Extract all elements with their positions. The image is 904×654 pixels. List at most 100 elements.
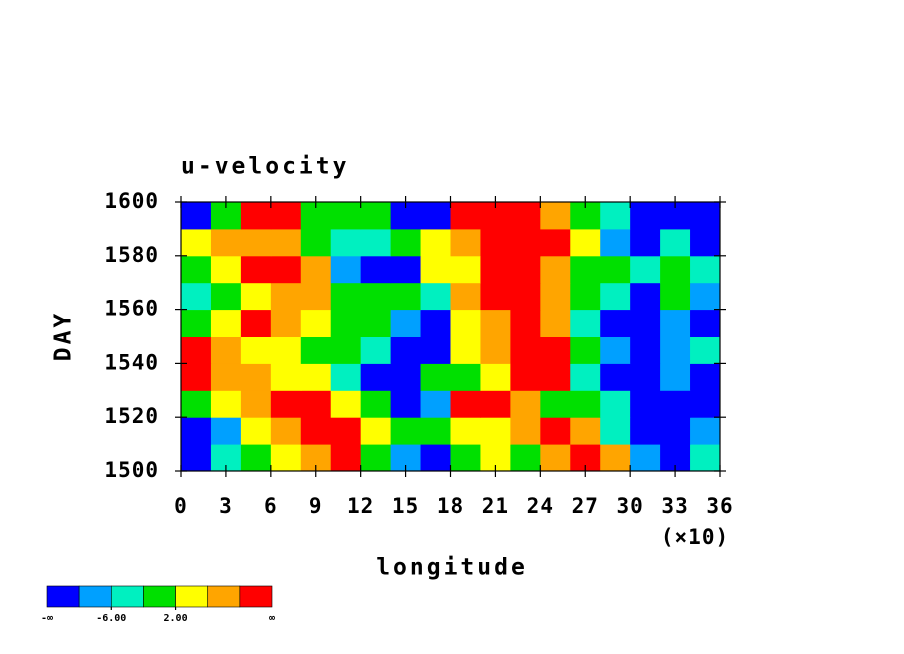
heatmap-cell (540, 390, 571, 418)
heatmap-cell (210, 282, 242, 311)
heatmap-cell (360, 417, 392, 445)
y-axis-label: DAY (51, 311, 77, 362)
heatmap-cell (300, 336, 332, 364)
y-tick-label: 1600 (104, 189, 159, 213)
heatmap-cell (360, 336, 392, 364)
heatmap-cell (600, 309, 631, 337)
heatmap-cell (600, 390, 631, 418)
x-tick-label: 33 (661, 494, 688, 518)
heatmap-cell (360, 282, 392, 311)
heatmap-cell (690, 390, 721, 418)
heatmap-cell (270, 363, 302, 391)
heatmap-cell (690, 202, 721, 230)
heatmap-cell (360, 390, 392, 418)
heatmap-cell (390, 336, 422, 364)
y-tick-label: 1560 (104, 297, 159, 321)
heatmap-cell (510, 363, 541, 391)
heatmap-cell (240, 444, 272, 472)
heatmap-cell (660, 390, 691, 418)
heatmap-cell (300, 228, 332, 257)
y-tick-label: 1580 (104, 243, 159, 267)
heatmap-cell (510, 417, 541, 445)
heatmap-cell (540, 363, 571, 391)
colorbar-swatch (143, 585, 176, 608)
x-tick-label: 18 (437, 494, 464, 518)
heatmap-cell (600, 336, 631, 364)
heatmap-cell (450, 255, 481, 284)
heatmap-cell (300, 255, 332, 284)
heatmap-cell (330, 202, 362, 230)
heatmap-cell (300, 309, 332, 337)
heatmap-cell (360, 363, 392, 391)
heatmap-cell (240, 309, 272, 337)
y-tick-label: 1500 (104, 458, 159, 482)
heatmap-cell (510, 336, 541, 364)
heatmap-cell (420, 309, 451, 337)
heatmap-cell (570, 228, 601, 257)
heatmap-cell (181, 336, 212, 364)
heatmap-cell (630, 444, 661, 472)
heatmap-cell (420, 444, 451, 472)
heatmap-cell (240, 336, 272, 364)
heatmap-cell (690, 417, 721, 445)
x-tick-label: 15 (392, 494, 419, 518)
heatmap-cell (690, 255, 721, 284)
heatmap-cell (480, 255, 511, 284)
heatmap-cell (420, 390, 451, 418)
heatmap-cell (690, 309, 721, 337)
heatmap-cell (630, 417, 661, 445)
colorbar-swatch (175, 585, 209, 608)
heatmap-cell (210, 228, 242, 257)
x-tick-label: 9 (309, 494, 323, 518)
heatmap-cell (420, 336, 451, 364)
heatmap-cell (600, 228, 631, 257)
heatmap-cell (690, 363, 721, 391)
heatmap-cell (690, 282, 721, 311)
heatmap-cell (600, 255, 631, 284)
heatmap-cell (210, 309, 242, 337)
colorbar-swatch (207, 585, 241, 608)
heatmap-cell (630, 255, 661, 284)
heatmap-cell (570, 282, 601, 311)
heatmap-cell (600, 363, 631, 391)
x-tick-label: 3 (219, 494, 233, 518)
heatmap-cell (420, 202, 451, 230)
heatmap-cell (240, 390, 272, 418)
heatmap-cell (690, 228, 721, 257)
heatmap-cell (600, 444, 631, 472)
heatmap-cell (630, 228, 661, 257)
heatmap-cell (450, 282, 481, 311)
heatmap-cell (330, 390, 362, 418)
heatmap-cell (540, 255, 571, 284)
heatmap-cell (360, 228, 392, 257)
heatmap-cell (270, 390, 302, 418)
heatmap-cell (450, 228, 481, 257)
heatmap-cell (240, 282, 272, 311)
heatmap-cell (181, 417, 212, 445)
heatmap-cell (660, 363, 691, 391)
heatmap-cell (270, 309, 302, 337)
colorbar-swatch (239, 585, 273, 608)
heatmap-cell (630, 363, 661, 391)
heatmap-cell (210, 417, 242, 445)
heatmap-cell (181, 309, 212, 337)
heatmap-cell (300, 417, 332, 445)
heatmap-cell (390, 390, 422, 418)
heatmap-cell (390, 417, 422, 445)
heatmap-cell (181, 363, 212, 391)
heatmap-cell (480, 282, 511, 311)
heatmap-cell (570, 390, 601, 418)
heatmap-cell (300, 282, 332, 311)
heatmap-cell (270, 228, 302, 257)
heatmap-cell (570, 336, 601, 364)
heatmap-cell (420, 417, 451, 445)
heatmap-cell (210, 336, 242, 364)
heatmap-cell (240, 363, 272, 391)
heatmap-cell (540, 202, 571, 230)
heatmap-cell (570, 255, 601, 284)
heatmap-cell (570, 309, 601, 337)
x-tick-label: 30 (617, 494, 644, 518)
heatmap-cell (300, 390, 332, 418)
heatmap-cell (510, 444, 541, 472)
heatmap-cell (630, 390, 661, 418)
